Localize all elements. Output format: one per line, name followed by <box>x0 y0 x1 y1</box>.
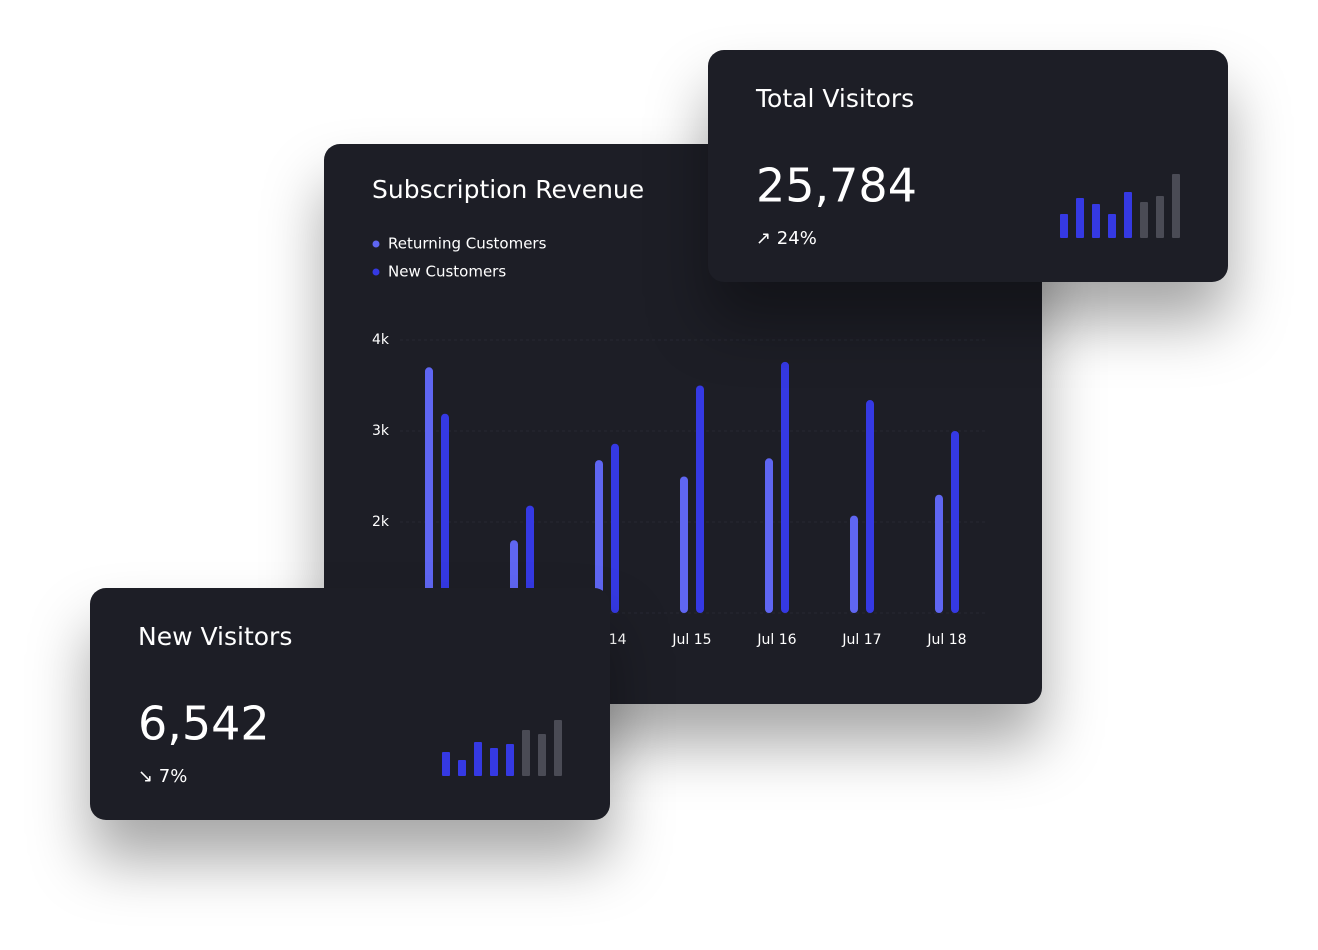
spark-bar <box>522 730 530 776</box>
spark-bar <box>1124 192 1132 238</box>
chart-title: Subscription Revenue <box>372 175 644 204</box>
legend-dot <box>372 240 380 248</box>
y-tick-label: 3k <box>372 423 390 439</box>
bar <box>526 505 534 613</box>
spark-bar <box>1172 174 1180 238</box>
new-visitors-chart: New Visitors 6,542 ↘ 7% <box>138 622 562 787</box>
spark-bar <box>474 742 482 776</box>
bar <box>425 367 433 613</box>
total-visitors-chart: Total Visitors 25,784 ↗ 24% <box>755 84 1180 249</box>
spark-bar <box>490 748 498 776</box>
bar <box>611 443 619 613</box>
x-tick-label: Jul 16 <box>756 632 796 648</box>
legend-label: Returning Customers <box>388 235 547 253</box>
spark-bar <box>442 752 450 776</box>
bar <box>696 385 704 613</box>
card-title: New Visitors <box>138 622 292 651</box>
x-tick-label: Jul 15 <box>671 632 711 648</box>
y-tick-label: 4k <box>372 332 390 348</box>
bar <box>951 431 959 613</box>
spark-bar <box>1076 198 1084 238</box>
bar <box>935 494 943 613</box>
bar <box>866 400 874 613</box>
card-total: 25,784 <box>756 159 917 213</box>
total-visitors-card: Total Visitors 25,784 ↗ 24% <box>708 50 1228 282</box>
legend-dot <box>372 268 380 276</box>
bar <box>781 361 789 613</box>
spark-bar <box>1060 214 1068 238</box>
spark-bar <box>1140 202 1148 238</box>
card-change: ↘ 7% <box>138 766 187 787</box>
spark-bar <box>1092 204 1100 238</box>
x-tick-label: Jul 18 <box>926 632 966 648</box>
bar <box>441 413 449 613</box>
spark-bar <box>554 720 562 776</box>
spark-bar <box>1108 214 1116 238</box>
bar <box>765 458 773 613</box>
card-title: Total Visitors <box>755 84 914 113</box>
card-total: 6,542 <box>138 697 270 751</box>
bar <box>595 460 603 613</box>
spark-bar <box>538 734 546 776</box>
spark-bar <box>458 760 466 776</box>
spark-bar <box>1156 196 1164 238</box>
spark-bar <box>506 744 514 776</box>
y-tick-label: 2k <box>372 514 390 530</box>
card-change: ↗ 24% <box>756 228 817 249</box>
bar <box>680 476 688 613</box>
bar <box>850 515 858 613</box>
legend-label: New Customers <box>388 263 506 281</box>
x-tick-label: Jul 17 <box>841 632 881 648</box>
new-visitors-card: New Visitors 6,542 ↘ 7% <box>90 588 610 820</box>
